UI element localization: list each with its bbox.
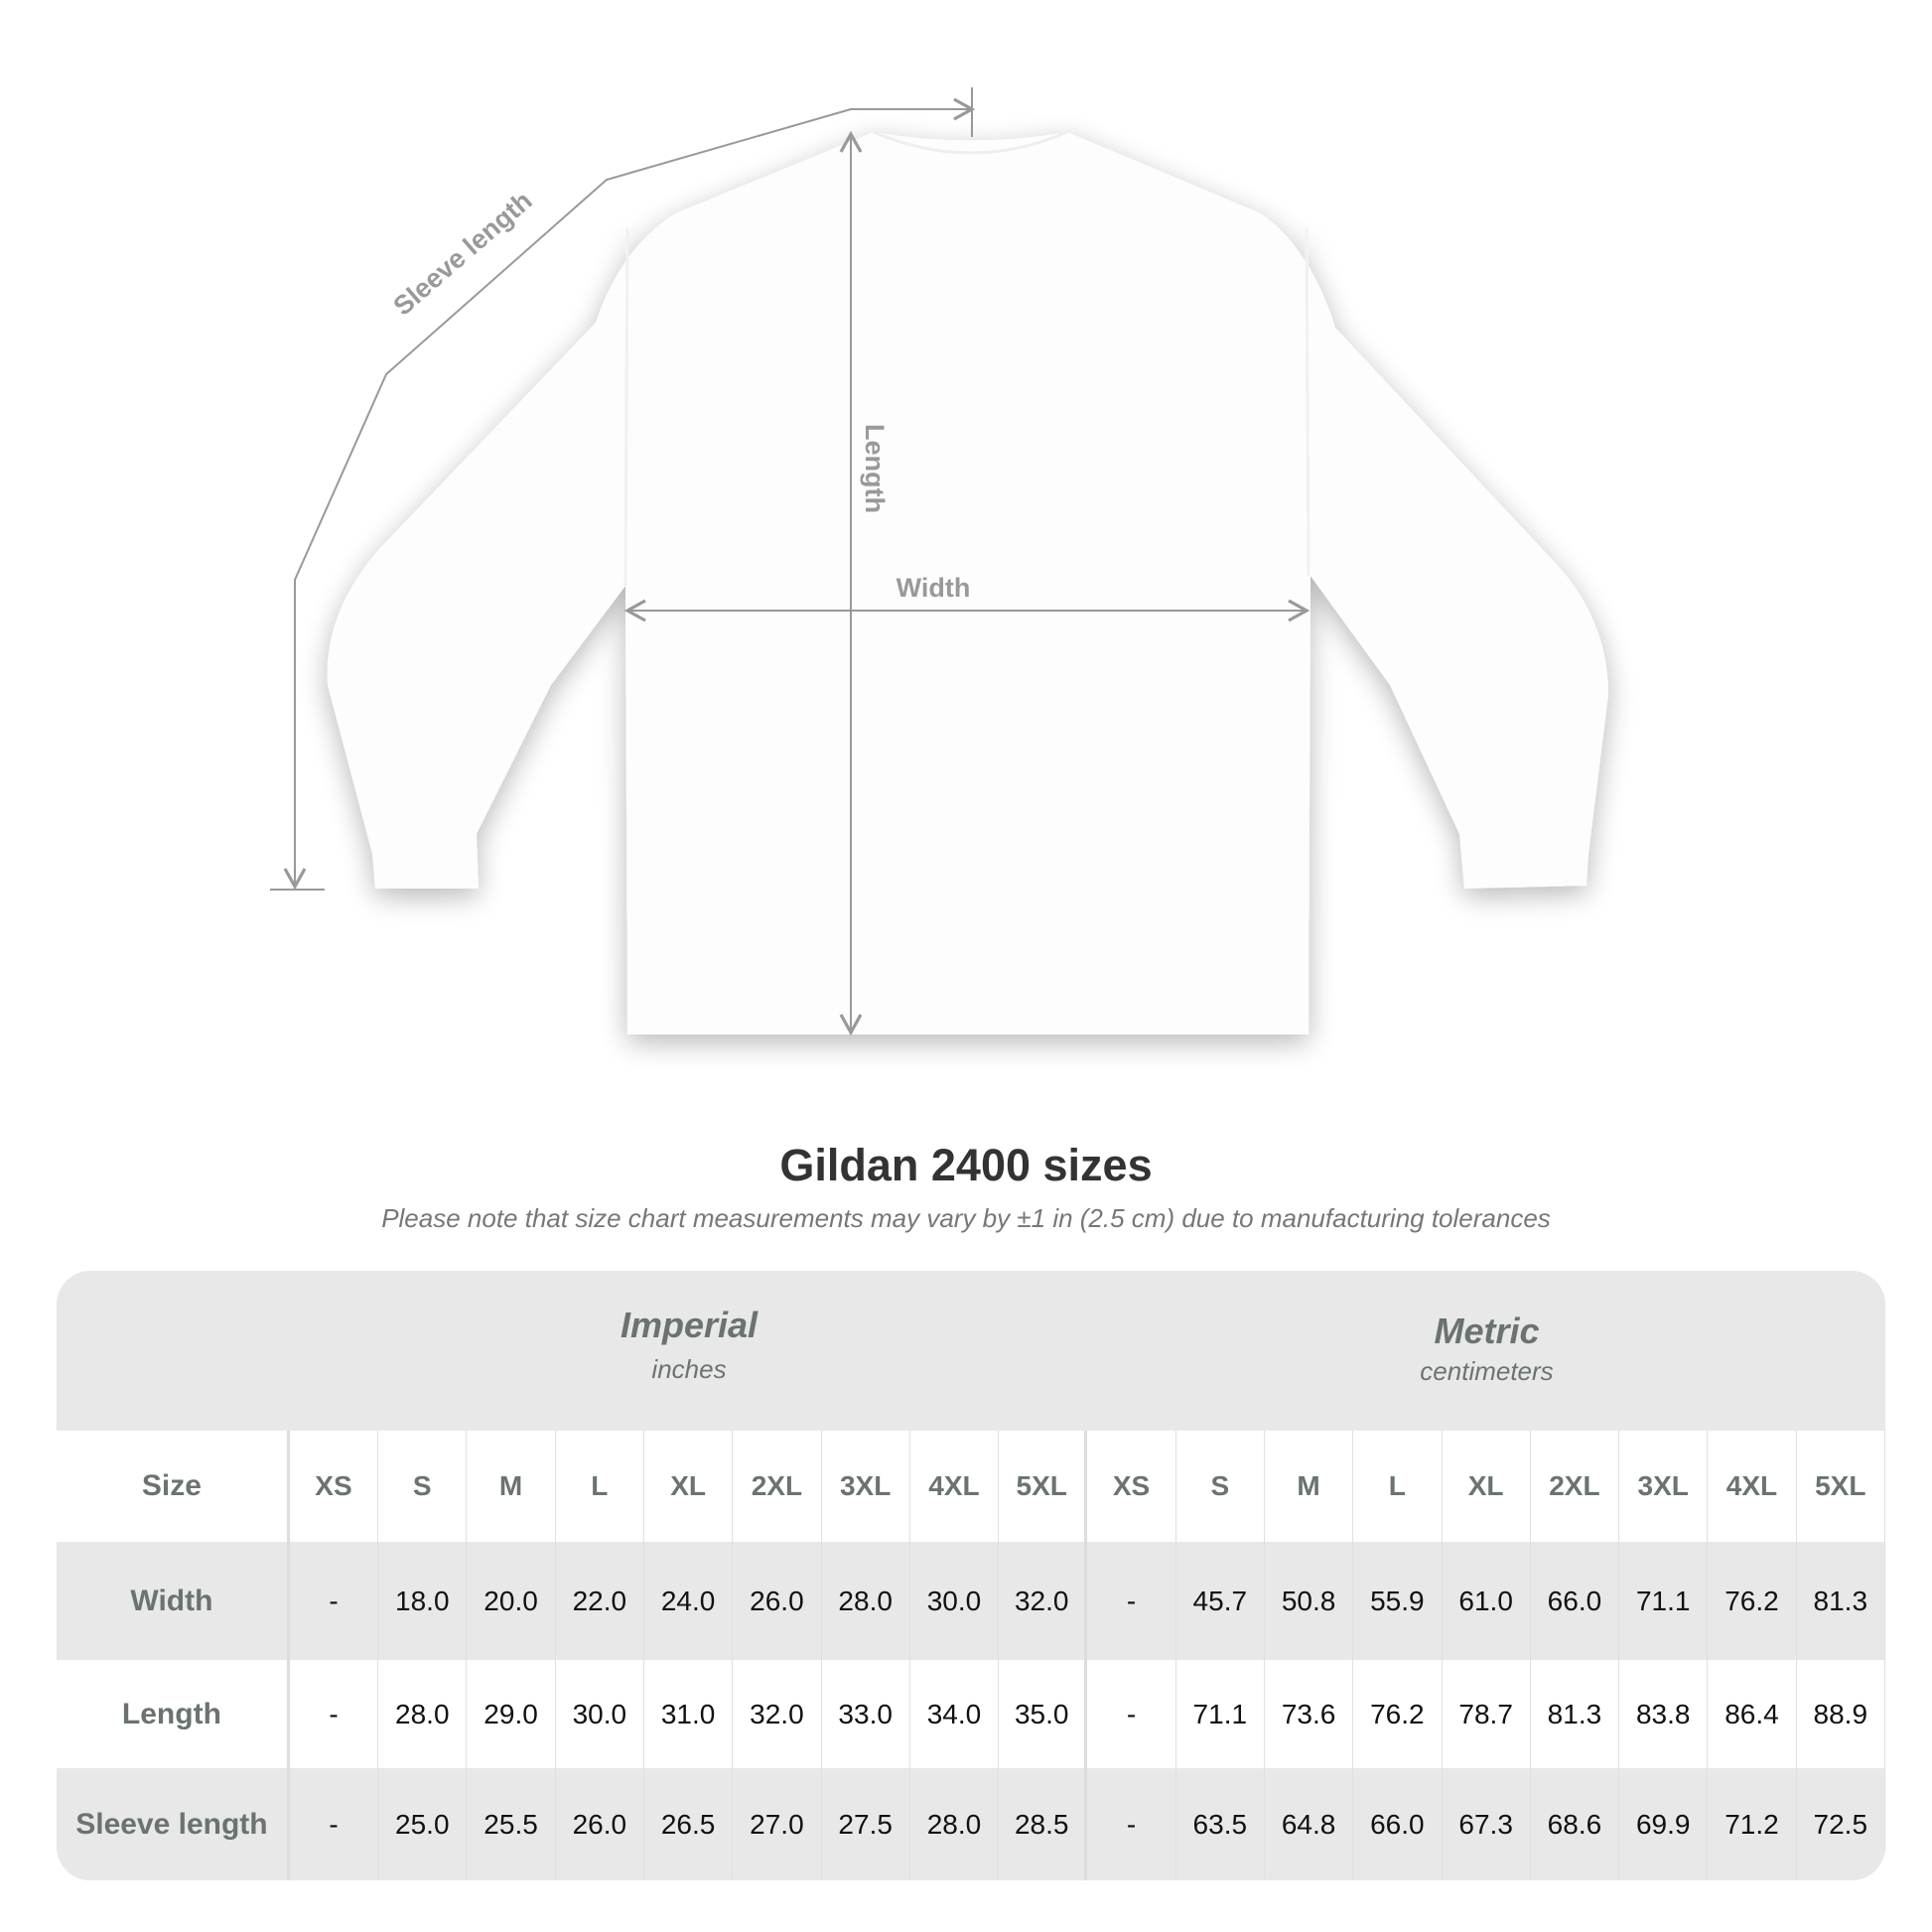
imperial-value-cell: 32.0 bbox=[733, 1660, 822, 1768]
metric-value-cell: 66.0 bbox=[1531, 1542, 1620, 1660]
imperial-value-cell: - bbox=[290, 1542, 379, 1660]
size-header-cell: 3XL bbox=[822, 1431, 910, 1542]
imperial-value-cell: 28.0 bbox=[378, 1660, 468, 1768]
metric-value-cell: 68.6 bbox=[1531, 1768, 1620, 1880]
metric-value-cell: 64.8 bbox=[1265, 1768, 1354, 1880]
metric-value-cell: 71.1 bbox=[1176, 1660, 1265, 1768]
size-header-cell: XS bbox=[290, 1431, 379, 1542]
size-header-cell: L bbox=[556, 1431, 644, 1542]
size-header-cell: S bbox=[378, 1431, 468, 1542]
metric-value-cell: 81.3 bbox=[1531, 1660, 1620, 1768]
imperial-value-cell: 32.0 bbox=[999, 1542, 1088, 1660]
imperial-value-cell: 30.0 bbox=[910, 1542, 1000, 1660]
imperial-value-cell: - bbox=[290, 1768, 379, 1880]
imperial-value-cell: 25.5 bbox=[467, 1768, 556, 1880]
size-header-cell: 3XL bbox=[1619, 1431, 1709, 1542]
metric-value-cell: 66.0 bbox=[1353, 1768, 1443, 1880]
metric-value-cell: - bbox=[1087, 1542, 1176, 1660]
length-label: Length bbox=[860, 424, 890, 513]
metric-value-cell: 83.8 bbox=[1619, 1660, 1709, 1768]
table-row: Length -28.0 29.0 30.0 31.0 32.0 33.0 34.0 35.0-… bbox=[57, 1660, 1885, 1768]
row-label: Sleeve length bbox=[57, 1768, 290, 1880]
shirt-diagram: Sleeve length Length Width bbox=[270, 87, 1608, 1036]
sleeve-length-label: Sleeve length bbox=[388, 186, 538, 322]
size-header-cell: L bbox=[1353, 1431, 1443, 1542]
imperial-value-cell: - bbox=[290, 1660, 379, 1768]
size-header-cell: 5XL bbox=[999, 1431, 1088, 1542]
metric-value-cell: 71.1 bbox=[1619, 1542, 1709, 1660]
size-header-cell: XL bbox=[1443, 1431, 1531, 1542]
imperial-value-cell: 22.0 bbox=[556, 1542, 644, 1660]
imperial-value-cell: 25.0 bbox=[378, 1768, 468, 1880]
imperial-value-cell: 27.0 bbox=[733, 1768, 822, 1880]
metric-value-cell: 81.3 bbox=[1797, 1542, 1885, 1660]
imperial-value-cell: 28.0 bbox=[822, 1542, 910, 1660]
size-header-cell: M bbox=[467, 1431, 556, 1542]
size-header-cell: XL bbox=[644, 1431, 734, 1542]
metric-value-cell: 76.2 bbox=[1353, 1660, 1443, 1768]
metric-title: Metric bbox=[1434, 1311, 1540, 1351]
metric-value-cell: 72.5 bbox=[1797, 1768, 1885, 1880]
imperial-value-cell: 20.0 bbox=[467, 1542, 556, 1660]
imperial-value-cell: 30.0 bbox=[556, 1660, 644, 1768]
row-label: Width bbox=[57, 1542, 290, 1660]
metric-value-cell: - bbox=[1087, 1660, 1176, 1768]
width-label: Width bbox=[897, 573, 971, 603]
imperial-value-cell: 33.0 bbox=[822, 1660, 910, 1768]
size-header-cell: 2XL bbox=[1531, 1431, 1620, 1542]
measurement-guides bbox=[270, 87, 1311, 1036]
imperial-value-cell: 28.5 bbox=[999, 1768, 1088, 1880]
size-header-cell: 4XL bbox=[910, 1431, 1000, 1542]
metric-value-cell: 50.8 bbox=[1265, 1542, 1354, 1660]
metric-unit: centimeters bbox=[1420, 1356, 1554, 1386]
imperial-value-cell: 18.0 bbox=[378, 1542, 468, 1660]
size-table: Imperial inches Metric centimeters Size X… bbox=[57, 1271, 1885, 1880]
metric-value-cell: 71.2 bbox=[1708, 1768, 1797, 1880]
metric-value-cell: 76.2 bbox=[1708, 1542, 1797, 1660]
page-title: Gildan 2400 sizes bbox=[779, 1140, 1153, 1190]
imperial-header: Imperial inches bbox=[290, 1271, 1088, 1431]
imperial-value-cell: 28.0 bbox=[910, 1768, 1000, 1880]
metric-value-cell: 61.0 bbox=[1443, 1542, 1531, 1660]
size-header-row: Size XS S M L XL 2XL 3XL 4XL 5XL XS S M L XL 2XL 3XL 4XL 5… bbox=[57, 1431, 1885, 1542]
imperial-unit: inches bbox=[651, 1354, 727, 1384]
metric-value-cell: 88.9 bbox=[1797, 1660, 1885, 1768]
imperial-title: Imperial bbox=[620, 1305, 759, 1345]
row-label: Size bbox=[57, 1431, 290, 1542]
imperial-value-cell: 34.0 bbox=[910, 1660, 1000, 1768]
size-header-cell: M bbox=[1265, 1431, 1354, 1542]
metric-value-cell: 67.3 bbox=[1443, 1768, 1531, 1880]
metric-value-cell: 86.4 bbox=[1708, 1660, 1797, 1768]
table-row: Width -18.0 20.0 22.0 24.0 26.0 28.0 30.0 32.0-4… bbox=[57, 1542, 1885, 1660]
metric-value-cell: 69.9 bbox=[1619, 1768, 1709, 1880]
imperial-value-cell: 26.0 bbox=[733, 1542, 822, 1660]
imperial-value-cell: 27.5 bbox=[822, 1768, 910, 1880]
size-header-cell: 4XL bbox=[1708, 1431, 1797, 1542]
imperial-value-cell: 26.5 bbox=[644, 1768, 734, 1880]
imperial-value-cell: 31.0 bbox=[644, 1660, 734, 1768]
table-row: Sleeve length -25.0 25.5 26.0 26.5 27.0 27.5 28… bbox=[57, 1768, 1885, 1880]
metric-value-cell: 45.7 bbox=[1176, 1542, 1265, 1660]
imperial-value-cell: 26.0 bbox=[556, 1768, 644, 1880]
imperial-value-cell: 24.0 bbox=[644, 1542, 734, 1660]
imperial-value-cell: 29.0 bbox=[467, 1660, 556, 1768]
size-header-cell: 2XL bbox=[733, 1431, 822, 1542]
metric-value-cell: - bbox=[1087, 1768, 1176, 1880]
sleeve-length-guide bbox=[283, 97, 976, 891]
imperial-value-cell: 35.0 bbox=[999, 1660, 1088, 1768]
size-header-cell: 5XL bbox=[1797, 1431, 1885, 1542]
size-header-cell: XS bbox=[1087, 1431, 1176, 1542]
size-header-cell: S bbox=[1176, 1431, 1265, 1542]
row-label: Length bbox=[57, 1660, 290, 1768]
tolerance-note: Please note that size chart measurements… bbox=[381, 1203, 1551, 1233]
metric-value-cell: 63.5 bbox=[1176, 1768, 1265, 1880]
metric-header: Metric centimeters bbox=[1088, 1271, 1885, 1431]
metric-value-cell: 73.6 bbox=[1265, 1660, 1354, 1768]
metric-value-cell: 78.7 bbox=[1443, 1660, 1531, 1768]
metric-value-cell: 55.9 bbox=[1353, 1542, 1443, 1660]
